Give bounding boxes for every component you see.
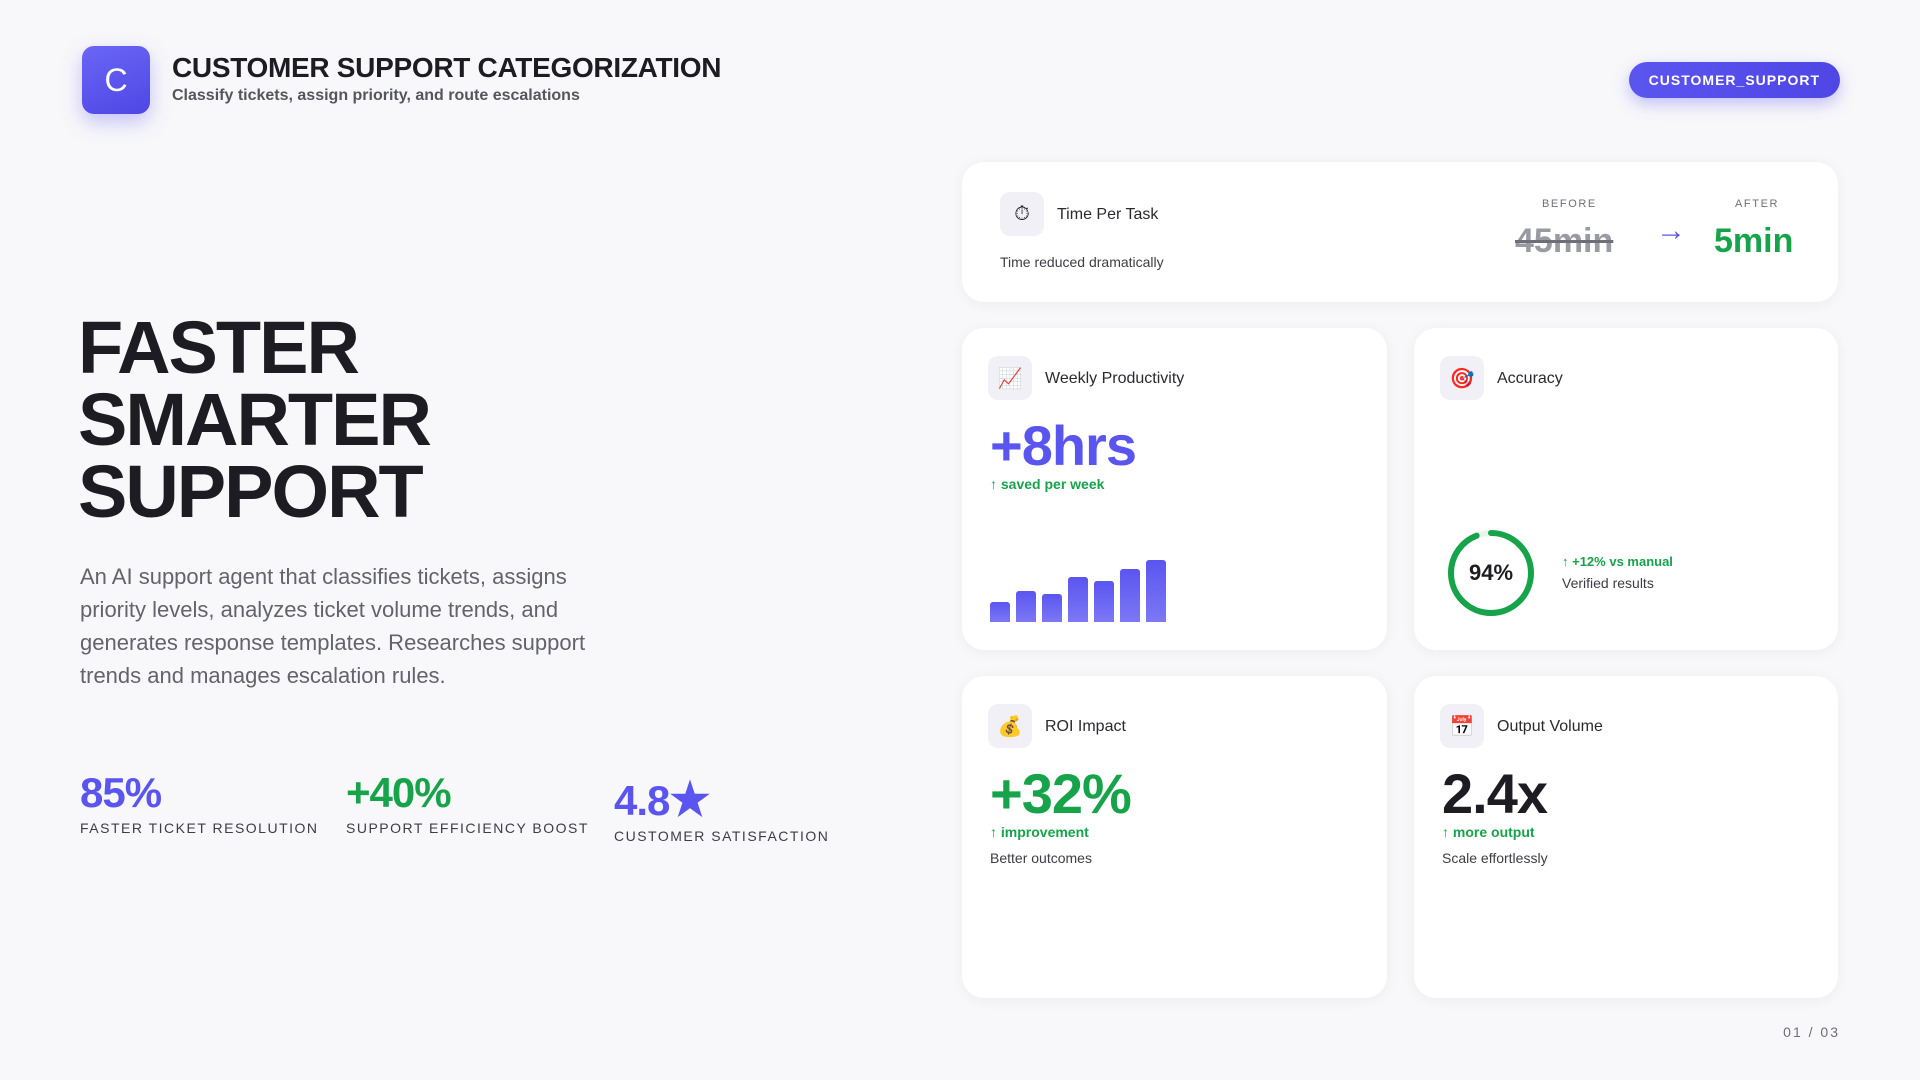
category-tag-button[interactable]: CUSTOMER_SUPPORT (1628, 62, 1840, 98)
stat-efficiency: +40% SUPPORT EFFICIENCY BOOST (346, 769, 589, 837)
before-value: 45min (1515, 222, 1614, 260)
output-delta: ↑ more output (1442, 824, 1535, 840)
app-logo: C (82, 46, 150, 114)
stat-value: +40% (346, 769, 452, 816)
weekly-productivity-card: 📈 Weekly Productivity +8hrs ↑ saved per … (962, 328, 1387, 650)
accuracy-delta: ↑ +12% vs manual (1562, 554, 1673, 569)
stat-value: 4.8 (614, 777, 670, 824)
before-label: BEFORE (1542, 198, 1597, 210)
stopwatch-icon: ⏱ (1000, 192, 1044, 236)
roi-delta: ↑ improvement (990, 824, 1089, 840)
hero-description: An AI support agent that classifies tick… (80, 564, 586, 688)
roi-impact-card: 💰 ROI Impact +32% ↑ improvement Better o… (962, 676, 1387, 998)
productivity-bar (1068, 577, 1088, 622)
money-bag-icon: 💰 (988, 704, 1032, 748)
after-label: AFTER (1735, 198, 1780, 210)
card-title: Output Volume (1497, 718, 1603, 735)
productivity-bar (1094, 581, 1114, 622)
roi-value: +32% (990, 762, 1132, 825)
roi-note: Better outcomes (990, 850, 1092, 866)
page-subtitle: Classify tickets, assign priority, and r… (172, 87, 580, 104)
hero-heading: FASTER SMARTER SUPPORT (78, 306, 432, 533)
card-title: Accuracy (1497, 370, 1563, 387)
card-title: Weekly Productivity (1045, 370, 1185, 387)
card-title: ROI Impact (1045, 718, 1126, 735)
accuracy-note: Verified results (1562, 575, 1654, 591)
output-note: Scale effortlessly (1442, 850, 1548, 866)
stat-label: FASTER TICKET RESOLUTION (80, 820, 319, 836)
hero-line-3: SUPPORT (78, 450, 424, 533)
star-icon: ★ (669, 773, 710, 825)
productivity-bar-chart (990, 560, 1166, 622)
stat-label: SUPPORT EFFICIENCY BOOST (346, 820, 589, 836)
hero-line-1: FASTER (78, 306, 360, 389)
page-title: CUSTOMER SUPPORT CATEGORIZATION (172, 52, 722, 83)
stat-resolution: 85% FASTER TICKET RESOLUTION (80, 769, 319, 837)
logo-letter: C (104, 61, 128, 98)
accuracy-value: 94% (1469, 560, 1513, 585)
time-per-task-card: ⏱ Time Per Task Time reduced dramaticall… (962, 162, 1838, 302)
accuracy-card: 🎯 Accuracy 94% ↑ +12% vs manual Verified… (1414, 328, 1838, 650)
productivity-bar (1146, 560, 1166, 622)
hero-line-2: SMARTER (78, 378, 432, 461)
card-subtitle: Time reduced dramatically (1000, 254, 1164, 270)
after-value: 5min (1714, 222, 1794, 260)
calendar-icon: 📅 (1440, 704, 1484, 748)
stat-value: 85% (80, 769, 162, 816)
productivity-bar (990, 602, 1010, 622)
stat-satisfaction: 4.8★ CUSTOMER SATISFACTION (614, 776, 829, 844)
productivity-bar (1120, 569, 1140, 622)
output-volume-card: 📅 Output Volume 2.4x ↑ more output Scale… (1414, 676, 1838, 998)
productivity-bar (1016, 591, 1036, 622)
output-value: 2.4x (1442, 762, 1548, 825)
target-icon: 🎯 (1440, 356, 1484, 400)
card-title: Time Per Task (1057, 206, 1159, 223)
productivity-bar (1042, 594, 1062, 622)
productivity-delta: ↑ saved per week (990, 476, 1105, 492)
arrow-right-icon: → (1656, 214, 1686, 247)
productivity-value: +8hrs (990, 414, 1137, 477)
stat-label: CUSTOMER SATISFACTION (614, 828, 830, 844)
accuracy-ring: 94% (1448, 530, 1534, 616)
chart-increasing-icon: 📈 (988, 356, 1032, 400)
page-indicator: 01 / 03 (1783, 1024, 1840, 1040)
